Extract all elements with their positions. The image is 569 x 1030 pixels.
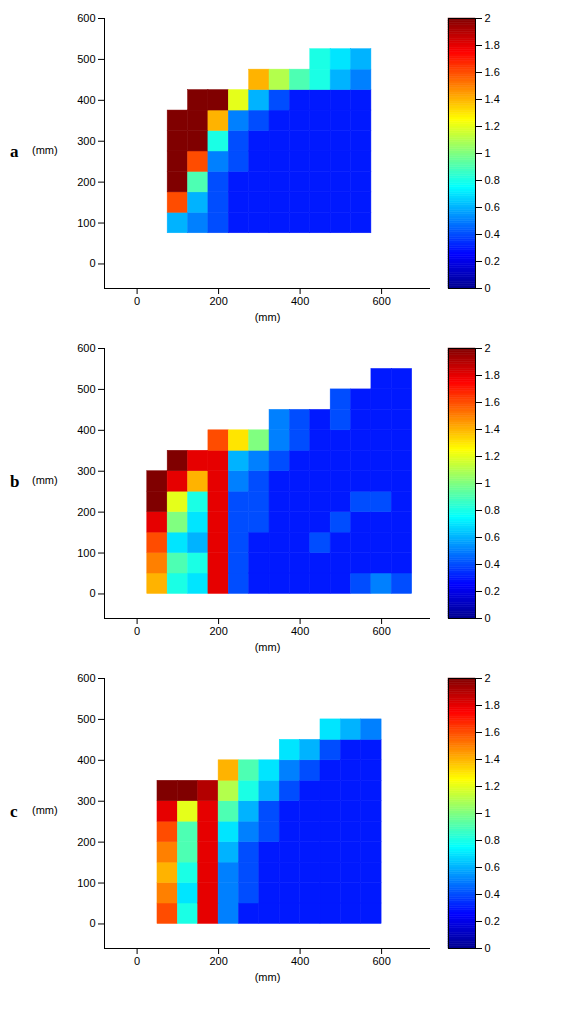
svg-text:1.8: 1.8 — [485, 369, 500, 381]
svg-text:1.6: 1.6 — [485, 66, 500, 78]
svg-text:0: 0 — [134, 295, 140, 307]
svg-text:200: 200 — [77, 506, 95, 518]
svg-text:200: 200 — [209, 295, 227, 307]
html-text:b: b — [10, 472, 20, 491]
svg-text:1.4: 1.4 — [485, 423, 500, 435]
svg-text:200: 200 — [209, 625, 227, 637]
svg-text:600: 600 — [372, 295, 390, 307]
svg-text:1: 1 — [485, 807, 491, 819]
svg-text:400: 400 — [77, 754, 95, 766]
svg-text:0.6: 0.6 — [485, 531, 500, 543]
svg-text:200: 200 — [77, 176, 95, 188]
svg-text:0.2: 0.2 — [485, 255, 500, 267]
svg-text:2: 2 — [485, 342, 491, 354]
svg-text:100: 100 — [77, 877, 95, 889]
svg-text:1.6: 1.6 — [485, 726, 500, 738]
svg-text:400: 400 — [77, 94, 95, 106]
svg-text:0.8: 0.8 — [485, 504, 500, 516]
svg-text:400: 400 — [291, 955, 309, 967]
svg-text:600: 600 — [77, 672, 95, 684]
svg-text:500: 500 — [77, 383, 95, 395]
svg-text:0: 0 — [89, 257, 95, 269]
svg-text:(mm): (mm) — [255, 971, 281, 983]
svg-text:1.2: 1.2 — [485, 780, 500, 792]
svg-text:1.8: 1.8 — [485, 39, 500, 51]
svg-text:0: 0 — [485, 942, 491, 954]
svg-text:200: 200 — [209, 955, 227, 967]
svg-text:(mm): (mm) — [255, 641, 281, 653]
svg-text:1.4: 1.4 — [485, 93, 500, 105]
svg-text:0.6: 0.6 — [485, 201, 500, 213]
svg-text:(mm): (mm) — [255, 311, 281, 323]
svg-text:1: 1 — [485, 147, 491, 159]
svg-text:2: 2 — [485, 12, 491, 24]
svg-text:0: 0 — [89, 917, 95, 929]
svg-text:1: 1 — [485, 477, 491, 489]
svg-text:0.4: 0.4 — [485, 558, 500, 570]
html-text:a: a — [10, 142, 19, 161]
svg-text:0: 0 — [134, 955, 140, 967]
svg-text:0: 0 — [89, 587, 95, 599]
svg-text:0.2: 0.2 — [485, 915, 500, 927]
svg-text:400: 400 — [77, 424, 95, 436]
html-text:(mm): (mm) — [32, 144, 58, 156]
svg-text:400: 400 — [291, 295, 309, 307]
svg-text:100: 100 — [77, 217, 95, 229]
svg-text:0.8: 0.8 — [485, 834, 500, 846]
svg-text:0.8: 0.8 — [485, 174, 500, 186]
svg-text:600: 600 — [372, 955, 390, 967]
svg-text:0.6: 0.6 — [485, 861, 500, 873]
svg-text:300: 300 — [77, 465, 95, 477]
svg-text:0.4: 0.4 — [485, 888, 500, 900]
svg-text:1.4: 1.4 — [485, 753, 500, 765]
svg-text:1.2: 1.2 — [485, 120, 500, 132]
html-text:(mm): (mm) — [32, 474, 58, 486]
svg-text:0: 0 — [134, 625, 140, 637]
svg-text:0: 0 — [485, 612, 491, 624]
svg-text:1.8: 1.8 — [485, 699, 500, 711]
svg-text:1.6: 1.6 — [485, 396, 500, 408]
svg-text:600: 600 — [77, 342, 95, 354]
svg-text:0.2: 0.2 — [485, 585, 500, 597]
svg-text:200: 200 — [77, 836, 95, 848]
svg-text:300: 300 — [77, 135, 95, 147]
svg-text:500: 500 — [77, 53, 95, 65]
svg-text:500: 500 — [77, 713, 95, 725]
svg-text:2: 2 — [485, 672, 491, 684]
svg-text:0.4: 0.4 — [485, 228, 500, 240]
html-text:c: c — [10, 802, 18, 821]
svg-text:100: 100 — [77, 547, 95, 559]
svg-text:0: 0 — [485, 282, 491, 294]
svg-text:400: 400 — [291, 625, 309, 637]
svg-text:300: 300 — [77, 795, 95, 807]
html-text:(mm): (mm) — [32, 804, 58, 816]
svg-text:600: 600 — [77, 12, 95, 24]
svg-text:1.2: 1.2 — [485, 450, 500, 462]
svg-text:600: 600 — [372, 625, 390, 637]
